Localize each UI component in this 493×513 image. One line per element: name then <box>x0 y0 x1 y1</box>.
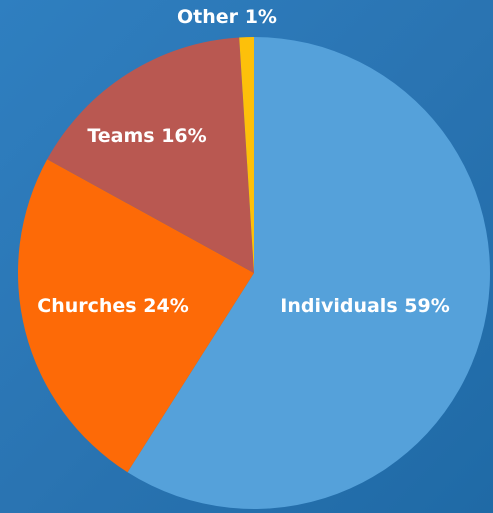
slice-label: Individuals 59% <box>280 295 450 317</box>
slice-label: Teams 16% <box>87 125 206 147</box>
slice-category: Churches <box>37 295 136 317</box>
chart: Individuals 59% Churches 24% Teams 16% Othe… <box>0 0 493 513</box>
slice-label: Churches 24% <box>37 295 188 317</box>
slice-label: Other 1% <box>177 6 277 28</box>
slice-category: Individuals <box>280 295 397 317</box>
slice-value: 24% <box>143 295 188 317</box>
slice-value: 1% <box>245 6 277 28</box>
page: {"chart_data": {"type": "pie", "categori… <box>0 0 493 513</box>
slice-value: 59% <box>404 295 449 317</box>
slice-category: Other <box>177 6 239 28</box>
slice-value: 16% <box>161 125 206 147</box>
slice-category: Teams <box>87 125 154 147</box>
